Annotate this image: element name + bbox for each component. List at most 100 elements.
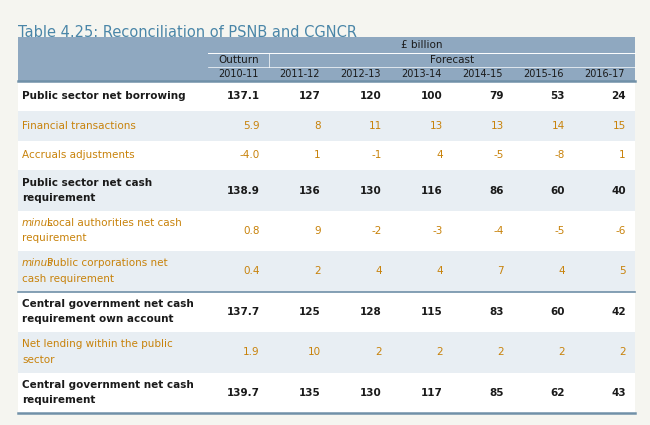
Text: Accruals adjustments: Accruals adjustments bbox=[22, 150, 135, 161]
Text: minus: minus bbox=[22, 258, 53, 268]
Text: 15: 15 bbox=[612, 121, 626, 131]
Text: 10: 10 bbox=[307, 347, 321, 357]
Text: 137.7: 137.7 bbox=[227, 307, 260, 317]
Bar bbox=[18, 141, 635, 170]
Text: 120: 120 bbox=[360, 91, 382, 101]
Text: 4: 4 bbox=[436, 150, 443, 161]
Text: 4: 4 bbox=[375, 266, 382, 277]
Text: 9: 9 bbox=[314, 226, 321, 236]
Text: 53: 53 bbox=[551, 91, 565, 101]
Text: 116: 116 bbox=[421, 186, 443, 196]
Text: -1: -1 bbox=[372, 150, 382, 161]
Text: Public sector net cash: Public sector net cash bbox=[22, 178, 152, 187]
Text: 2016-17: 2016-17 bbox=[584, 69, 625, 79]
Text: -3: -3 bbox=[432, 226, 443, 236]
Text: cash requirement: cash requirement bbox=[22, 274, 114, 284]
Text: 4: 4 bbox=[558, 266, 565, 277]
Text: Local authorities net cash: Local authorities net cash bbox=[47, 218, 182, 228]
Text: -8: -8 bbox=[554, 150, 565, 161]
Text: 115: 115 bbox=[421, 307, 443, 317]
Text: requirement: requirement bbox=[22, 193, 96, 203]
Text: 2: 2 bbox=[497, 347, 504, 357]
Text: 1: 1 bbox=[314, 150, 321, 161]
Text: 130: 130 bbox=[360, 186, 382, 196]
Bar bbox=[18, 37, 635, 81]
Text: 1: 1 bbox=[619, 150, 626, 161]
Text: 2: 2 bbox=[314, 266, 321, 277]
Text: 85: 85 bbox=[489, 388, 504, 398]
Text: Financial transactions: Financial transactions bbox=[22, 121, 136, 131]
Text: 2: 2 bbox=[436, 347, 443, 357]
Text: -4.0: -4.0 bbox=[240, 150, 260, 161]
Bar bbox=[18, 211, 635, 251]
Text: Public corporations net: Public corporations net bbox=[47, 258, 168, 268]
Text: 2011-12: 2011-12 bbox=[280, 69, 320, 79]
Text: 24: 24 bbox=[611, 91, 626, 101]
Text: -5: -5 bbox=[554, 226, 565, 236]
Text: 117: 117 bbox=[421, 388, 443, 398]
Text: 60: 60 bbox=[551, 307, 565, 317]
Bar bbox=[18, 170, 635, 211]
Text: 79: 79 bbox=[489, 91, 504, 101]
Text: minus: minus bbox=[22, 218, 53, 228]
Text: 42: 42 bbox=[611, 307, 626, 317]
Text: 86: 86 bbox=[489, 186, 504, 196]
Text: 62: 62 bbox=[551, 388, 565, 398]
Text: 0.8: 0.8 bbox=[243, 226, 260, 236]
Text: 13: 13 bbox=[491, 121, 504, 131]
Text: 100: 100 bbox=[421, 91, 443, 101]
Text: 2012-13: 2012-13 bbox=[340, 69, 381, 79]
Text: 11: 11 bbox=[369, 121, 382, 131]
Text: 1.9: 1.9 bbox=[243, 347, 260, 357]
Text: 5.9: 5.9 bbox=[243, 121, 260, 131]
Text: Public sector net borrowing: Public sector net borrowing bbox=[22, 91, 186, 101]
Bar bbox=[18, 81, 635, 111]
Text: 2013-14: 2013-14 bbox=[401, 69, 442, 79]
Text: 128: 128 bbox=[360, 307, 382, 317]
Text: 137.1: 137.1 bbox=[227, 91, 260, 101]
Bar bbox=[18, 332, 635, 373]
Text: 7: 7 bbox=[497, 266, 504, 277]
Text: 60: 60 bbox=[551, 186, 565, 196]
Text: 2: 2 bbox=[558, 347, 565, 357]
Text: sector: sector bbox=[22, 354, 55, 365]
Text: 135: 135 bbox=[299, 388, 321, 398]
Text: 139.7: 139.7 bbox=[227, 388, 260, 398]
Text: £ billion: £ billion bbox=[401, 40, 442, 50]
Text: 125: 125 bbox=[299, 307, 321, 317]
Text: 0.4: 0.4 bbox=[243, 266, 260, 277]
Text: 2010-11: 2010-11 bbox=[218, 69, 259, 79]
Text: 43: 43 bbox=[611, 388, 626, 398]
Text: 138.9: 138.9 bbox=[227, 186, 260, 196]
Text: 13: 13 bbox=[430, 121, 443, 131]
Text: 136: 136 bbox=[299, 186, 321, 196]
Text: 14: 14 bbox=[552, 121, 565, 131]
Text: 2014-15: 2014-15 bbox=[462, 69, 502, 79]
Text: -4: -4 bbox=[493, 226, 504, 236]
Text: 130: 130 bbox=[360, 388, 382, 398]
Text: 5: 5 bbox=[619, 266, 626, 277]
Text: Central government net cash: Central government net cash bbox=[22, 380, 194, 390]
Text: Outturn: Outturn bbox=[218, 55, 259, 65]
Text: 127: 127 bbox=[299, 91, 321, 101]
Text: requirement own account: requirement own account bbox=[22, 314, 174, 324]
Text: requirement: requirement bbox=[22, 233, 86, 244]
Text: 2015-16: 2015-16 bbox=[523, 69, 564, 79]
Text: 83: 83 bbox=[489, 307, 504, 317]
Text: -2: -2 bbox=[372, 226, 382, 236]
Text: -5: -5 bbox=[493, 150, 504, 161]
Bar bbox=[18, 251, 635, 292]
Text: requirement: requirement bbox=[22, 395, 96, 405]
Text: 8: 8 bbox=[314, 121, 321, 131]
Bar bbox=[18, 373, 635, 413]
Text: 2: 2 bbox=[375, 347, 382, 357]
Text: 2: 2 bbox=[619, 347, 626, 357]
Bar bbox=[18, 111, 635, 141]
Text: 40: 40 bbox=[611, 186, 626, 196]
Text: Net lending within the public: Net lending within the public bbox=[22, 339, 173, 349]
Text: Forecast: Forecast bbox=[430, 55, 474, 65]
Bar bbox=[18, 292, 635, 332]
Text: -6: -6 bbox=[616, 226, 626, 236]
Text: 4: 4 bbox=[436, 266, 443, 277]
Text: Table 4.25: Reconciliation of PSNB and CGNCR: Table 4.25: Reconciliation of PSNB and C… bbox=[18, 25, 357, 40]
